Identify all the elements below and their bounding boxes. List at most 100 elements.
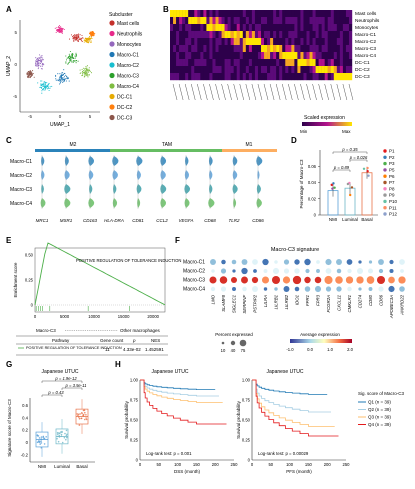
heatmap-cell xyxy=(270,66,274,74)
umap-point xyxy=(87,71,89,73)
box-point xyxy=(38,437,41,439)
heatmap-cell xyxy=(239,73,243,81)
umap-point xyxy=(70,57,72,59)
heatmap-cell xyxy=(333,31,338,39)
heatmap-col-tick xyxy=(221,83,226,101)
dot xyxy=(356,267,364,275)
bar-pvalues: p = 0.35 p = 0.026 p = 0.89 xyxy=(332,147,368,172)
heatmap-cell xyxy=(315,38,319,46)
heatmap-cell xyxy=(282,52,286,60)
heatmap-cell xyxy=(345,73,350,81)
umap-point xyxy=(36,60,38,63)
umap-point xyxy=(41,80,43,82)
heatmap-cell xyxy=(173,38,177,46)
bar-point xyxy=(348,193,352,197)
violin xyxy=(89,184,93,194)
dot-gene-label: FPR1 xyxy=(305,294,310,306)
heatmap-cell xyxy=(245,24,250,32)
heatmap-cell xyxy=(261,38,265,46)
heatmap-row-labels: Mast cellsNeutrophilsMonocytesMacro-C1Ma… xyxy=(355,11,380,80)
heatmap-cell xyxy=(309,24,313,32)
umap-point xyxy=(62,72,64,74)
heatmap-cell xyxy=(330,66,334,74)
dotplot-title: Macro-C3 signature xyxy=(271,247,319,253)
heatmap-cell xyxy=(218,52,222,60)
heatmap-cell xyxy=(194,45,198,53)
umap-point xyxy=(42,59,44,61)
umap-point xyxy=(59,30,61,32)
dot xyxy=(376,275,386,285)
km-xtick-label: 0 xyxy=(139,462,142,467)
box-category-label: Luminal xyxy=(54,464,70,469)
heatmap-cell xyxy=(257,31,262,39)
box-point xyxy=(40,447,43,449)
bar-pvalue: p = 0.026 xyxy=(349,155,368,160)
km-xtick-label: 200 xyxy=(324,462,332,467)
heatmap-cell xyxy=(324,52,328,60)
heatmap-cell xyxy=(267,45,271,53)
heatmap-cell xyxy=(257,52,262,60)
umap-point xyxy=(86,65,88,67)
panel-c-violins: M2 TAM M1 Macro-C1Macro-C2Macro-C3Macro-… xyxy=(10,142,277,223)
umap-point xyxy=(49,87,51,89)
heatmap-cell xyxy=(221,52,225,60)
heatmap-cell xyxy=(297,31,301,39)
umap-point xyxy=(79,72,81,75)
umap-point xyxy=(81,37,83,39)
heatmap-col-tick xyxy=(178,83,184,101)
heatmap-colorbar-label: Scaled expression xyxy=(304,115,345,121)
heatmap-cell xyxy=(291,66,295,74)
heatmap-cell xyxy=(318,66,322,74)
heatmap-cell xyxy=(282,24,286,32)
box-point xyxy=(45,436,47,438)
heatmap-cell xyxy=(273,59,277,67)
heatmap-cell xyxy=(257,38,262,46)
box-pvalue: p = 0.43 xyxy=(47,390,64,395)
violin-shapes xyxy=(40,155,263,209)
umap-point xyxy=(60,74,62,76)
box-point xyxy=(40,440,42,442)
umap-point xyxy=(90,40,92,42)
heatmap-cell xyxy=(221,17,225,25)
heatmap-cell xyxy=(248,73,253,81)
legend-label: Macro-C1 xyxy=(117,52,139,58)
heatmap-cell xyxy=(188,52,192,60)
heatmap-cell xyxy=(303,24,307,32)
umap-point xyxy=(84,73,87,75)
panel-letters: A B C D E F G H xyxy=(6,5,297,369)
heatmap-cell xyxy=(336,45,341,53)
umap-point xyxy=(37,82,39,84)
heatmap-cell xyxy=(209,45,213,53)
heatmap-cell xyxy=(248,66,253,74)
heatmap-cell xyxy=(257,66,262,74)
dot-row-labels: Macro-C1 Macro-C2 Macro-C3 Macro-C4 xyxy=(183,260,205,293)
umap-point xyxy=(64,78,66,80)
box-point xyxy=(39,443,41,445)
umap-point xyxy=(66,57,68,59)
heatmap-cell xyxy=(215,31,219,39)
umap-point xyxy=(72,36,74,38)
box-point xyxy=(76,413,78,415)
heatmap-cell xyxy=(233,52,237,60)
umap-point xyxy=(88,69,90,72)
heatmap-cell xyxy=(251,17,256,25)
heatmap-cell xyxy=(179,31,183,39)
heatmap-cell xyxy=(315,10,319,18)
heatmap-cell xyxy=(315,24,319,32)
heatmap-cell xyxy=(270,73,274,81)
bar-category-label: Basal xyxy=(361,217,372,222)
dot-size-value: 10 xyxy=(221,348,226,353)
heatmap-cell xyxy=(191,52,195,60)
heatmap-cell xyxy=(345,52,350,60)
heatmap-cell xyxy=(303,38,307,46)
umap-point xyxy=(80,72,82,74)
heatmap-cell xyxy=(209,31,213,39)
heatmap-cell xyxy=(227,66,231,74)
heatmap-cell xyxy=(170,73,174,81)
panel-g-boxplot: Japanese UTUC -0.2 0 0.2 0.4 0.6 Signature s… xyxy=(7,369,95,469)
umap-point xyxy=(44,86,46,88)
heatmap-cell xyxy=(203,66,207,74)
heatmap-cell xyxy=(300,24,304,32)
box-point xyxy=(37,441,40,443)
heatmap-cell xyxy=(191,45,195,53)
